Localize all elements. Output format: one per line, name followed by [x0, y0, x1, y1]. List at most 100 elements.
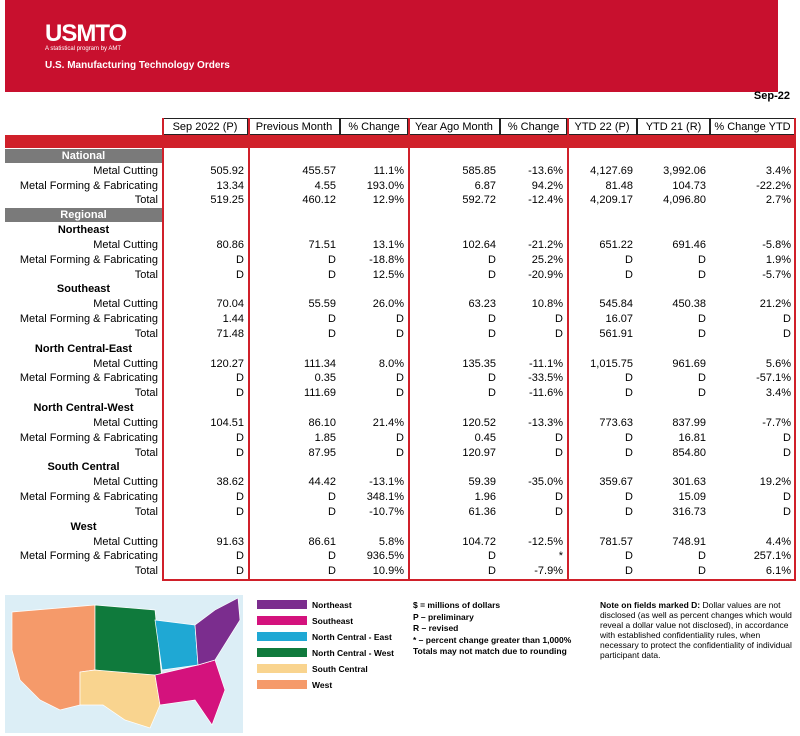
note: R – revised	[413, 623, 459, 633]
cell: 1.96	[474, 491, 496, 504]
row-label: Metal Cutting	[93, 298, 158, 311]
cell: -33.5%	[528, 372, 563, 385]
cell: D	[555, 491, 563, 504]
cell: 748.91	[672, 535, 706, 548]
cell: D	[698, 372, 706, 385]
row-label: Total	[134, 268, 158, 281]
cell: 6.1%	[765, 565, 791, 578]
cell: 59.39	[468, 476, 496, 489]
row-label: Metal Cutting	[93, 535, 158, 548]
cell: 6.87	[474, 179, 496, 192]
row-label: Metal Cutting	[93, 164, 158, 177]
cell: D	[236, 491, 244, 504]
cell: D	[783, 431, 791, 444]
cell: 120.52	[462, 416, 496, 429]
disclosure-text: Dollar values are not disclosed (as well…	[600, 600, 792, 660]
note: $ = millions of dollars	[413, 600, 501, 610]
cell: 450.38	[672, 298, 706, 311]
cell: 691.46	[672, 238, 706, 251]
cell: D	[328, 491, 336, 504]
cell: D	[625, 253, 633, 266]
cell: -12.5%	[528, 535, 563, 548]
cell: -13.3%	[528, 416, 563, 429]
cell: D	[488, 550, 496, 563]
cell: 63.23	[468, 298, 496, 311]
banner: USMTO A statistical program by AMT U.S. …	[5, 0, 778, 92]
tagline: A statistical program by AMT	[45, 46, 122, 52]
cell: 4.55	[314, 179, 336, 192]
cell: 71.51	[308, 238, 336, 251]
cell: 104.51	[210, 416, 244, 429]
cell: D	[488, 327, 496, 340]
region-ncw	[94, 604, 163, 681]
row-label: Total	[134, 565, 158, 578]
column-header: Year Ago Month	[408, 118, 500, 135]
cell: D	[698, 253, 706, 266]
cell: D	[625, 565, 633, 578]
cell: 4,096.80	[663, 194, 706, 207]
cell: 961.69	[672, 357, 706, 370]
legend-swatch	[257, 632, 307, 641]
cell: -21.2%	[528, 238, 563, 251]
cell: 13.1%	[372, 238, 404, 251]
cell: D	[783, 505, 791, 518]
row-label: Total	[134, 446, 158, 459]
cell: D	[783, 491, 791, 504]
cell: D	[328, 327, 336, 340]
cell: *	[558, 550, 563, 563]
cell: 519.25	[210, 194, 244, 207]
note: Totals may not match due to rounding	[413, 646, 567, 656]
cell: D	[328, 313, 336, 326]
cell: 936.5%	[366, 550, 404, 563]
row-label: Metal Forming & Fabricating	[19, 491, 158, 504]
cell: 71.48	[216, 327, 244, 340]
cell: D	[396, 327, 404, 340]
row-label: Total	[134, 327, 158, 340]
column-header: % Change	[340, 118, 408, 135]
column-header: % Change	[500, 118, 567, 135]
cell: 193.0%	[366, 179, 404, 192]
row-label: Metal Forming & Fabricating	[19, 550, 158, 563]
disclosure: Note on fields marked D: Dollar values a…	[600, 600, 795, 660]
legend-label: South Central	[312, 664, 368, 674]
cell: -11.1%	[528, 357, 563, 370]
cell: 55.59	[308, 298, 336, 311]
cell: 781.57	[599, 535, 633, 548]
cell: D	[236, 431, 244, 444]
region-header: North Central-West	[33, 402, 134, 415]
red-bar	[5, 135, 795, 148]
cell: D	[555, 446, 563, 459]
cell: 61.36	[468, 505, 496, 518]
column-header: % Change YTD	[710, 118, 795, 135]
cell: D	[783, 327, 791, 340]
red-rule	[162, 118, 164, 580]
cell: D	[236, 387, 244, 400]
logo: USMTO	[45, 20, 127, 47]
cell: -10.7%	[369, 505, 404, 518]
cell: D	[625, 268, 633, 281]
cell: D	[698, 268, 706, 281]
cell: D	[783, 446, 791, 459]
cell: 10.8%	[531, 298, 563, 311]
cell: 4,127.69	[590, 164, 633, 177]
row-label: Metal Forming & Fabricating	[19, 253, 158, 266]
cell: D	[488, 268, 496, 281]
cell: 316.73	[672, 505, 706, 518]
cell: 592.72	[462, 194, 496, 207]
cell: 11.1%	[373, 164, 404, 177]
column-header: Previous Month	[248, 118, 340, 135]
section-header: National	[5, 149, 162, 163]
map	[5, 595, 243, 733]
cell: 70.04	[216, 298, 244, 311]
cell: 102.64	[462, 238, 496, 251]
legend-swatch	[257, 648, 307, 657]
cell: D	[396, 313, 404, 326]
row-label: Metal Forming & Fabricating	[19, 313, 158, 326]
legend-label: Northeast	[312, 600, 352, 610]
cell: D	[698, 327, 706, 340]
cell: D	[625, 372, 633, 385]
cell: 3,992.06	[663, 164, 706, 177]
legend-label: North Central - West	[312, 648, 395, 658]
cell: 1,015.75	[590, 357, 633, 370]
cell: 359.67	[599, 476, 633, 489]
